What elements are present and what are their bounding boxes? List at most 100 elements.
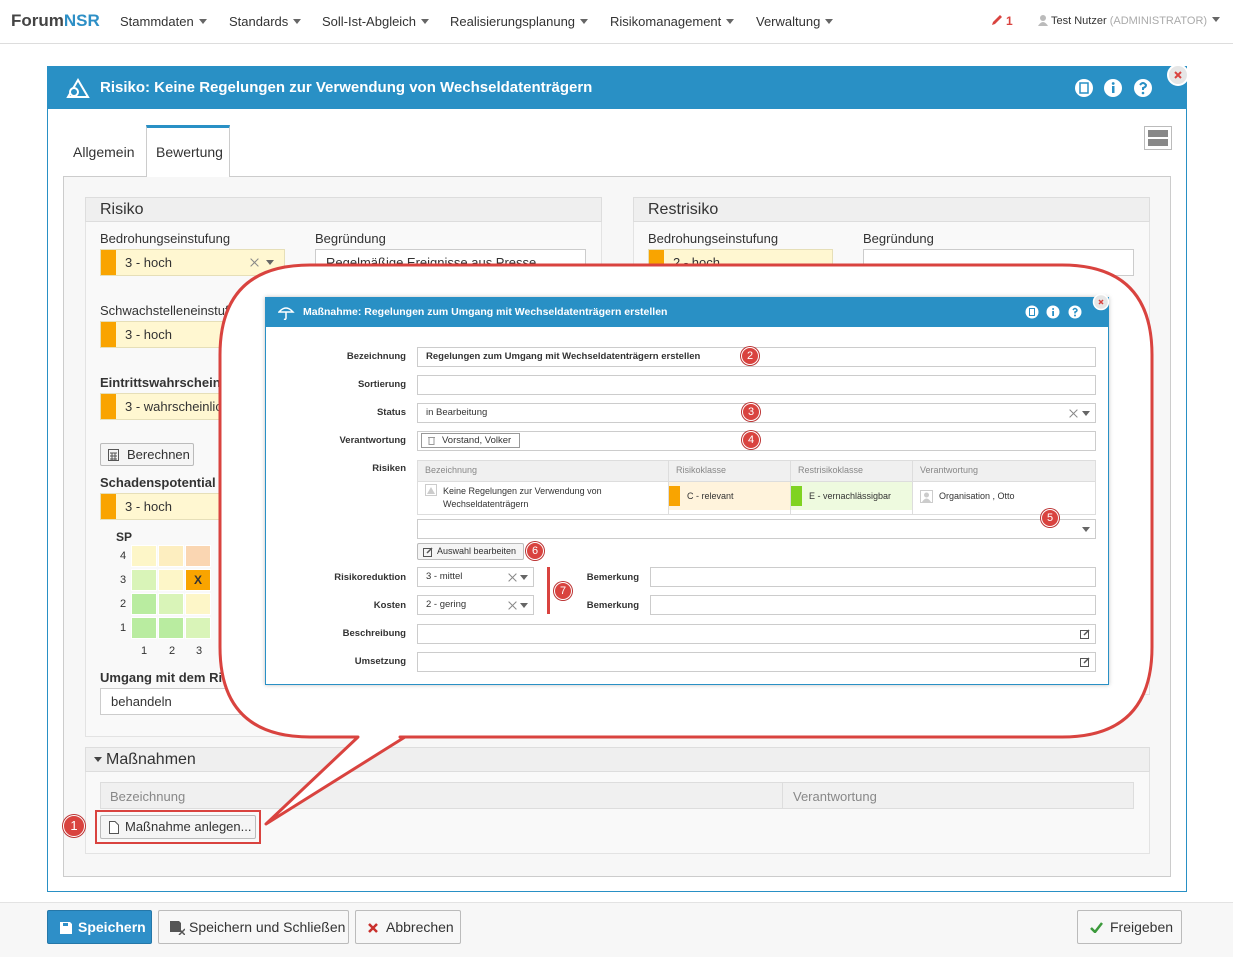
menu-item[interactable]: Verwaltung [756,14,834,29]
layout-toggle[interactable] [1144,126,1172,150]
text-input[interactable] [417,375,1096,395]
matrix-cell [131,593,157,615]
caret [1082,411,1090,416]
edit-icon[interactable] [1080,657,1090,667]
cancel-button[interactable]: Abbrechen [355,910,461,944]
text-input[interactable] [650,567,1096,587]
column-header[interactable]: Verantwortung [920,465,979,475]
cancel-icon [368,923,378,933]
save-icon [60,922,72,934]
matrix-row-label: 4 [120,550,127,562]
field-label: Bedrohungseinstufung [100,231,231,246]
field-label: Bemerkung [586,572,639,583]
field-label: Umgang mit dem Risiko [100,670,249,685]
column-header[interactable]: Risikoklasse [676,465,727,475]
release-button[interactable]: Freigeben [1077,910,1182,944]
user-icon [1038,15,1048,26]
user-name: Test Nutzer [1051,15,1107,27]
caret [580,19,589,24]
callout-badge: 6 [526,542,544,560]
callout-badge: 3 [742,403,760,421]
save-close-button[interactable]: Speichern und Schließen [158,910,349,944]
matrix-row-label: 1 [120,622,127,634]
select[interactable]: 3 - hoch [100,249,285,276]
callout-badge: 4 [742,431,760,449]
popup-title: Maßnahme: Regelungen zum Umgang mit Wech… [303,306,668,318]
column-header[interactable]: Bezeichnung [110,789,186,804]
matrix-cell [131,545,157,567]
notification-count[interactable]: 1 [1006,14,1013,28]
field-label: Schwachstelleneinstufung [100,303,251,318]
panel-heading[interactable]: Maßnahmen [85,747,1150,772]
risk-select[interactable] [417,519,1096,539]
clear-icon[interactable] [1069,409,1078,418]
caret [726,19,735,24]
caret [1082,527,1090,532]
risk-table [417,460,1096,515]
column-divider [668,461,669,514]
caret [266,260,274,265]
menu-item[interactable]: Stammdaten [120,14,207,29]
matrix-cell [158,593,184,615]
caret [420,19,429,24]
field-label: Risiken [372,463,406,474]
column-header[interactable]: Verantwortung [793,789,877,804]
column-divider [790,461,791,514]
callout-badge: 5 [1041,509,1059,527]
select[interactable]: 2 - gering [417,595,534,615]
menu-item[interactable]: Standards [229,14,302,29]
add-measure-button[interactable]: Maßnahme anlegen... [100,815,256,839]
brand[interactable]: ForumNSR [11,11,100,31]
text-area[interactable] [417,652,1096,672]
edit-selection-button[interactable]: Auswahl bearbeiten [417,543,524,560]
matrix-cell [158,569,184,591]
column-header[interactable]: Restrisikoklasse [798,465,864,475]
edit-icon [423,547,433,557]
popup-close-button[interactable] [1092,293,1110,311]
caret [198,19,207,24]
edit-icon[interactable] [1080,629,1090,639]
button-label: Abbrechen [386,919,454,935]
matrix-cell [131,569,157,591]
tab[interactable]: Allgemein [73,144,135,160]
save-button[interactable]: Speichern [47,910,152,944]
tag[interactable]: Vorstand, Volker [421,433,521,448]
select[interactable]: 3 - mittel [417,567,534,587]
class-cell: E - vernachlässigbar [791,482,912,510]
field-label: Bezeichnung [346,351,406,362]
highlight-box [95,810,261,844]
panel-heading: Restrisiko [633,197,1150,222]
menu-label: Standards [229,14,289,29]
menu-label: Realisierungsplanung [450,14,576,29]
pdf-icon[interactable] [1025,305,1039,319]
panel-heading: Risiko [85,197,602,222]
callout-badge: 1 [63,815,85,837]
field-label: Risikoreduktion [334,572,406,583]
menu-label: Soll-Ist-Abgleich [322,14,416,29]
button-label: Berechnen [127,447,190,462]
field-label: Kosten [373,600,406,611]
column-header[interactable]: Bezeichnung [425,465,478,475]
close-button[interactable] [1166,63,1190,87]
menu-item[interactable]: Soll-Ist-Abgleich [322,14,429,29]
menu-item[interactable]: Risikomanagement [610,14,735,29]
button-label: Auswahl bearbeiten [437,546,517,556]
text-input[interactable] [650,595,1096,615]
field-label: Bemerkung [586,600,639,611]
dialog-title: Risiko: Keine Regelungen zur Verwendung … [100,79,593,96]
callout-badge: 7 [554,582,572,600]
menu-item[interactable]: Realisierungsplanung [450,14,589,29]
trash-icon [428,437,435,445]
header-icons [1075,79,1152,97]
user-menu[interactable]: Test Nutzer (ADMINISTRATOR) [1051,15,1221,27]
button-label: Freigeben [1110,919,1174,935]
dialog-header [47,66,1187,109]
brand-part: NSR [63,11,100,30]
tab-active[interactable]: Bewertung [146,125,230,177]
menu-label: Risikomanagement [610,14,722,29]
calculate-button[interactable]: Berechnen [100,443,194,466]
field-label: Status [376,407,406,418]
text-area[interactable] [417,624,1096,644]
field-label: Bedrohungseinstufung [648,231,779,246]
